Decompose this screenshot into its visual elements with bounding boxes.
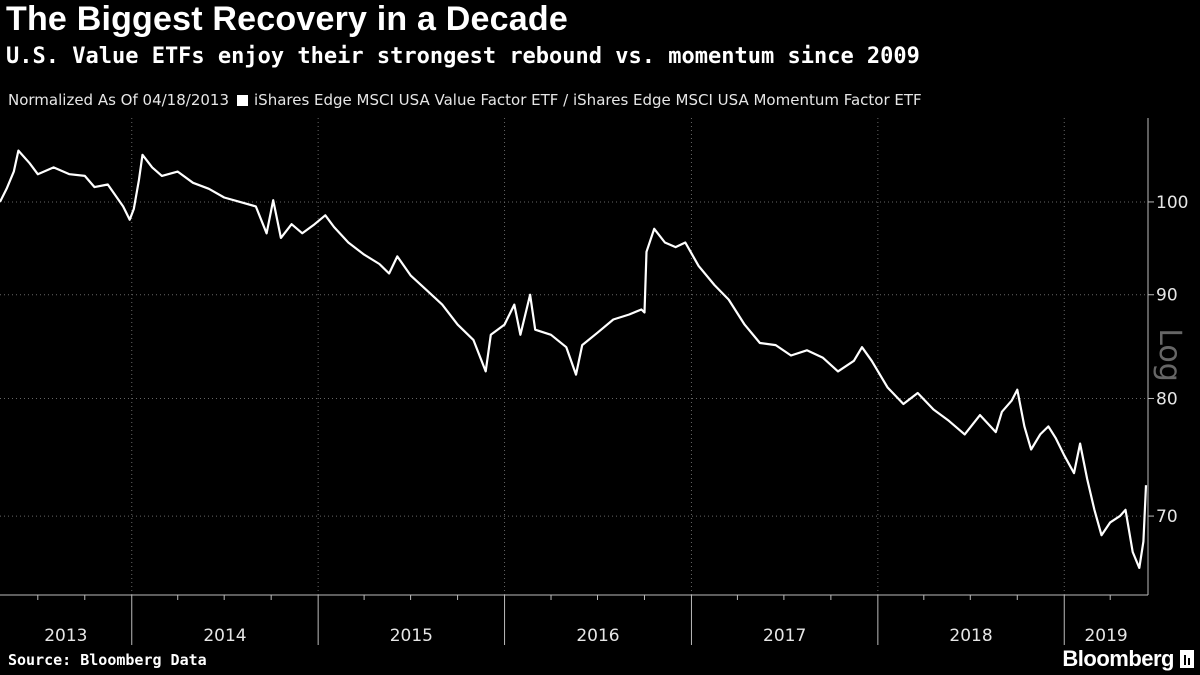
legend-series-label: iShares Edge MSCI USA Value Factor ETF /… <box>254 91 922 109</box>
legend: Normalized As Of 04/18/2013 iShares Edge… <box>8 91 922 109</box>
x-tick-label: 2019 <box>1084 626 1127 646</box>
x-tick-label: 2013 <box>44 626 87 646</box>
chart-title: The Biggest Recovery in a Decade <box>6 0 568 38</box>
x-tick-label: 2014 <box>203 626 246 646</box>
source-note: Source: Bloomberg Data <box>8 651 207 669</box>
x-tick-label: 2018 <box>949 626 992 646</box>
grid <box>0 118 1148 595</box>
series-line <box>0 149 1148 569</box>
chart-subtitle: U.S. Value ETFs enjoy their strongest re… <box>6 44 920 69</box>
labels: 2013 2014 2015 2016 2017 2018 2019 70 80 90 100 Log <box>44 193 1188 646</box>
bloomberg-terminal-icon <box>1180 650 1194 668</box>
axes <box>0 118 1154 645</box>
y-tick-label: 90 <box>1156 286 1178 306</box>
x-tick-label: 2016 <box>576 626 619 646</box>
x-tick-label: 2017 <box>763 626 806 646</box>
brand-logo: Bloomberg <box>1062 646 1174 671</box>
y-tick-label: 100 <box>1156 193 1188 213</box>
y-tick-label: 70 <box>1156 507 1178 527</box>
legend-normalization-note: Normalized As Of 04/18/2013 <box>8 91 229 109</box>
legend-swatch <box>237 94 248 106</box>
y-scale-label: Log <box>1152 328 1187 382</box>
series <box>0 149 1148 569</box>
brand: Bloomberg <box>1062 646 1194 672</box>
x-tick-label: 2015 <box>390 626 433 646</box>
y-tick-label: 80 <box>1156 389 1178 409</box>
